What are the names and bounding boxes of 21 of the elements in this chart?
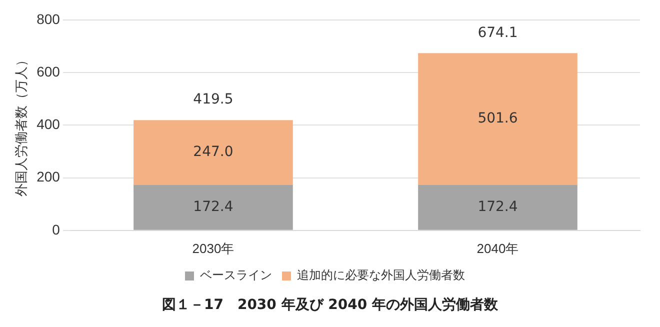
y-tick-label: 400 — [36, 116, 60, 132]
data-label: 172.4 — [193, 199, 234, 216]
y-tick-label: 200 — [36, 168, 60, 185]
text: 図１－17 2030 年及び 2040 年の外国人労働者数 — [160, 296, 500, 314]
total-label: 419.5 — [193, 92, 234, 108]
y-tick-label: 0 — [52, 221, 60, 238]
bar — [134, 120, 293, 186]
y-tick-label: 600 — [36, 63, 60, 80]
data-label: 172.4 — [478, 199, 518, 216]
legend-label: ベースライン — [200, 268, 272, 282]
data-label: 501.6 — [478, 110, 518, 127]
legend-label: 追加的に必要な外国人労働者数 — [297, 268, 465, 282]
bar — [418, 53, 578, 186]
y-tick-label: 800 — [36, 10, 60, 27]
bar — [418, 185, 578, 230]
bar — [134, 185, 293, 230]
x-tick-label: 2030年 — [192, 240, 234, 256]
x-tick-label: 2040年 — [476, 240, 519, 256]
total-label: 674.1 — [478, 24, 518, 41]
data-label: 247.0 — [193, 144, 234, 160]
y-axis-title: 外国人労働者数（万人） — [13, 54, 28, 197]
